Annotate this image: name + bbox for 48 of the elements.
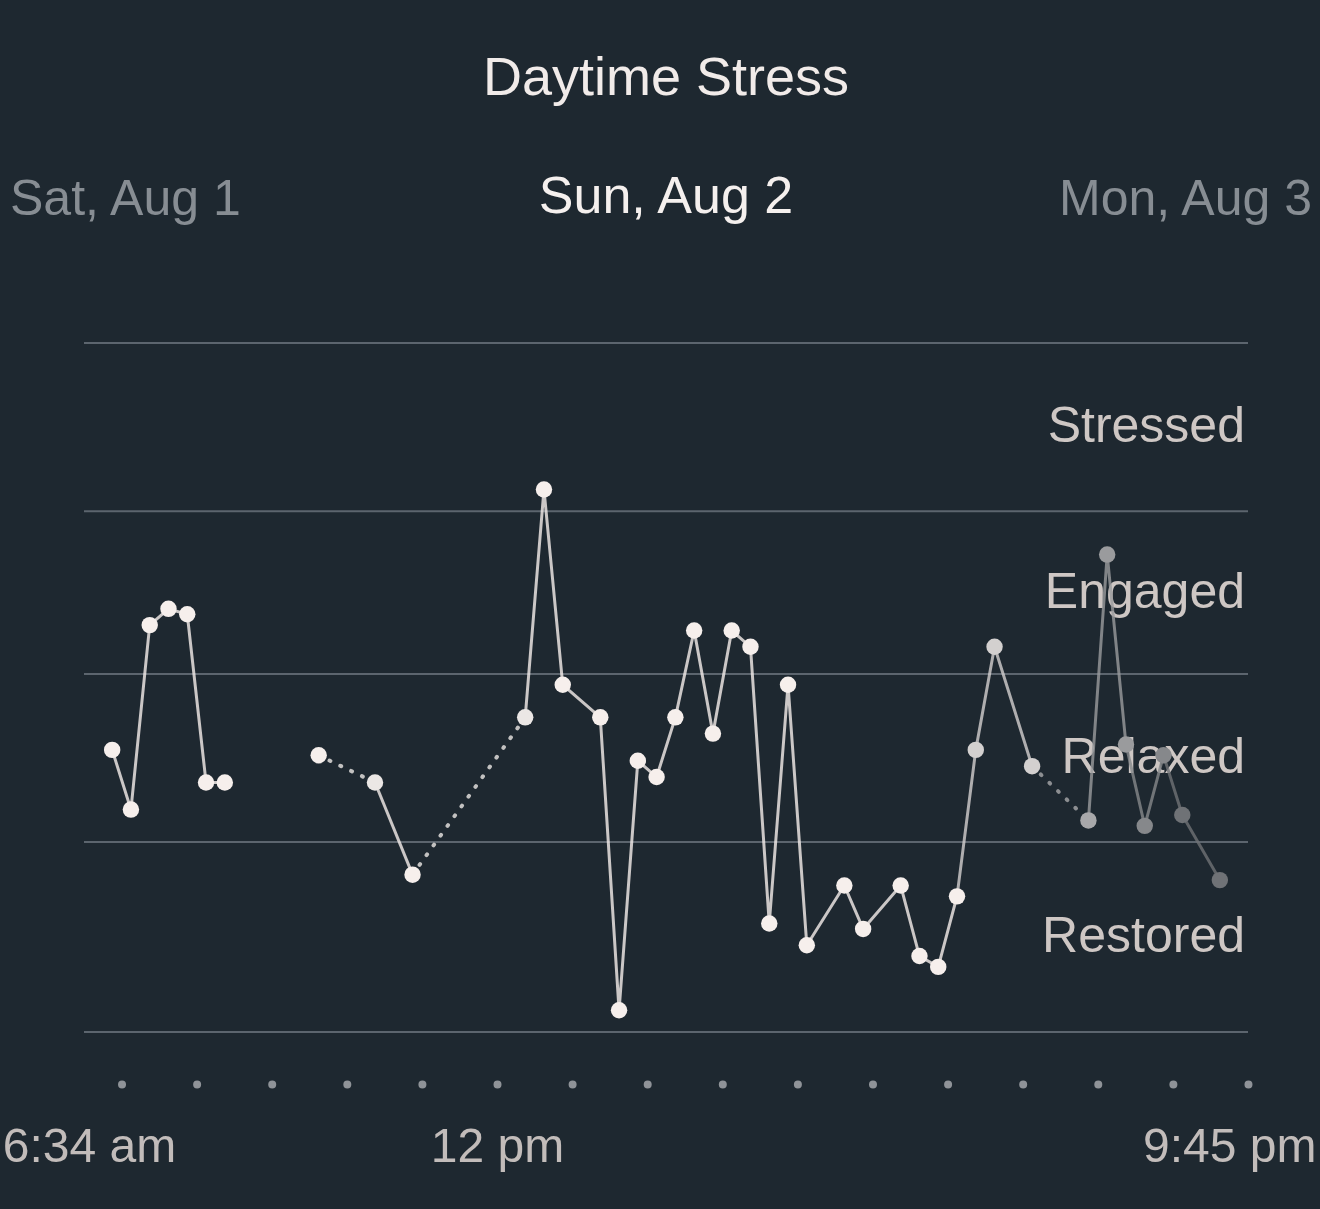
text: Sat, Aug 1 [10,170,241,226]
point [404,866,421,883]
point [1174,806,1191,824]
point [1098,546,1116,563]
point [948,888,966,905]
point [648,768,665,786]
chart-title: Daytime Stress [482,46,850,106]
point [911,947,928,965]
point [535,481,553,498]
x-tick-label: 6:34 am [2,1118,177,1172]
point [704,725,722,742]
point [892,877,909,894]
point [160,600,177,618]
point [366,774,384,791]
point [554,676,571,693]
point [629,752,647,769]
point [141,616,158,634]
point [742,638,759,656]
point [854,920,872,938]
point [986,638,1003,656]
point [122,801,140,818]
text: Mon, Aug 3 [1059,170,1312,226]
point [1023,757,1041,775]
x-tick-label: 12 pm [430,1118,565,1172]
point [967,741,984,759]
point [179,606,196,623]
chart-subtitle: Sun, Aug 2 [538,166,794,224]
point [667,709,684,726]
point [836,877,853,894]
point [761,915,778,932]
point [723,622,740,639]
point [310,747,327,764]
point [610,1002,628,1019]
point [516,709,534,726]
point [1080,812,1097,829]
point [779,676,797,693]
point [197,774,215,791]
point [1136,817,1153,835]
annotation: Restored [1042,907,1245,964]
text: Stressed [1047,397,1245,454]
point [1211,871,1229,889]
point [798,937,816,954]
point [216,774,234,791]
point [930,958,947,976]
x-tick-label: 9:45 pm [1143,1118,1317,1172]
point [103,741,121,759]
point [592,709,609,726]
point [685,622,703,639]
